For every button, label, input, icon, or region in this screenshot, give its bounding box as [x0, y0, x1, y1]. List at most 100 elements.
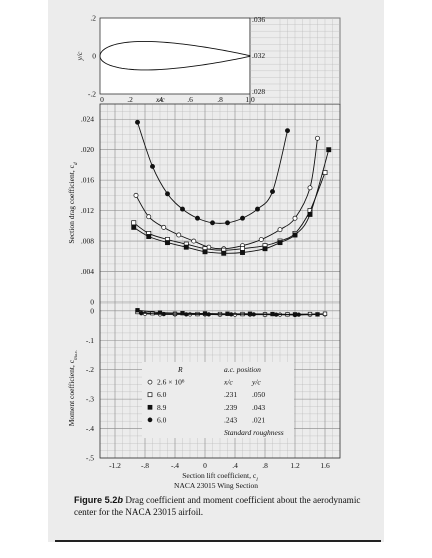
moment-data-point	[206, 312, 211, 317]
airfoil-y-tick-label: -.2	[88, 90, 96, 99]
legend-marker	[147, 379, 153, 385]
x-tick-label: -.4	[171, 461, 179, 470]
x-tick-label: 0	[203, 461, 207, 470]
legend-ac-x: .243	[224, 415, 237, 424]
moment-y-tick-label: -.5	[86, 454, 94, 463]
airfoil-x-tick-label: 1.0	[245, 95, 255, 104]
drag-data-point	[165, 191, 170, 197]
drag-data-point	[262, 246, 268, 252]
moment-data-point	[322, 311, 328, 316]
drag-data-point	[270, 189, 275, 195]
drag-data-point	[326, 147, 332, 153]
drag-series-line	[133, 172, 326, 251]
caption-label: Figure 5.2b	[74, 495, 124, 505]
airfoil-y-tick-label: .2	[90, 14, 96, 23]
drag-data-point	[165, 240, 170, 246]
caption-text: Drag coefficient and moment coefficient …	[74, 495, 361, 517]
moment-data-point	[229, 312, 234, 317]
moment-y-axis-label: Moment coefficient, cma.c.	[67, 350, 79, 427]
airfoil-right-label: .028	[252, 87, 265, 96]
legend-ac-y: .043	[252, 403, 265, 412]
drag-data-point	[135, 119, 140, 125]
x-tick-label: -1.2	[109, 461, 121, 470]
x-tick-label: 1.6	[320, 461, 330, 470]
drag-data-point	[285, 128, 290, 134]
legend-reynolds: 8.9	[157, 403, 167, 412]
chart-subtitle: NACA 23015 Wing Section	[174, 481, 258, 490]
plot-frame	[99, 103, 341, 459]
legend-ac-y: .021	[252, 415, 265, 424]
legend-marker	[147, 404, 153, 410]
moment-data-point	[172, 311, 178, 316]
drag-data-point	[277, 227, 283, 233]
drag-data-point	[202, 249, 208, 255]
legend-col-y: y/c	[251, 378, 261, 387]
legend-reynolds: 6.0	[157, 415, 167, 424]
moment-data-point	[296, 312, 301, 317]
moment-data-point	[247, 311, 253, 316]
drag-data-point	[131, 224, 137, 230]
drag-y-tick-label: .008	[81, 237, 94, 246]
airfoil-x-tick-label: .4	[157, 95, 163, 104]
airfoil-x-tick-label: .6	[187, 95, 193, 104]
airfoil-right-label: .032	[252, 51, 265, 60]
legend-reynolds: 6.0	[157, 390, 167, 399]
drag-y-tick-label: .024	[81, 115, 94, 124]
moment-y-tick-label: -.3	[86, 395, 94, 404]
drag-data-point	[133, 192, 139, 198]
legend-box	[142, 362, 294, 438]
legend-ac-x: .231	[224, 390, 237, 399]
moment-data-point	[251, 312, 256, 317]
drag-data-point	[180, 206, 185, 212]
airfoil-y-tick-label: 0	[92, 52, 96, 61]
moment-data-point	[270, 311, 275, 317]
legend-col-x: x/c	[223, 378, 233, 387]
drag-data-point	[195, 215, 200, 221]
moment-y-tick-label: -.4	[86, 424, 94, 433]
drag-data-point	[240, 250, 245, 255]
moment-data-point	[135, 308, 140, 313]
legend-header-r: R	[177, 365, 183, 374]
drag-data-point	[258, 237, 264, 243]
drag-data-point	[191, 238, 197, 244]
figure-caption: Figure 5.2b Drag coefficient and moment …	[74, 495, 374, 518]
drag-y-axis-label: Section drag coefficient, cd	[67, 162, 79, 244]
x-tick-label: .8	[262, 461, 268, 470]
drag-y-tick-label: .020	[81, 145, 94, 154]
legend-reynolds: 2.6 × 106	[157, 378, 185, 387]
drag-data-point	[176, 232, 182, 238]
drag-data-point	[183, 244, 189, 250]
drag-y-tick-label: .004	[81, 267, 94, 276]
drag-data-point	[240, 215, 245, 221]
drag-series-line	[133, 149, 330, 254]
drag-data-point	[146, 214, 152, 220]
moment-data-point	[184, 312, 189, 317]
airfoil-x-tick-label: 0	[100, 95, 104, 104]
drag-data-point	[307, 211, 313, 217]
airfoil-x-axis-label: x/c	[155, 95, 165, 104]
moment-data-point	[225, 311, 230, 316]
airfoil-outline	[99, 40, 251, 71]
moment-y-tick-label: -.1	[86, 336, 94, 345]
airfoil-right-label: .036	[252, 15, 265, 24]
moment-y-tick-label: -.2	[86, 365, 94, 374]
drag-data-point	[322, 170, 328, 175]
drag-y-tick-label: 0	[90, 298, 94, 307]
drag-data-point	[131, 220, 137, 226]
drag-data-point	[315, 135, 320, 141]
legend-header-ac: a.c. position	[224, 365, 261, 374]
drag-data-point	[277, 240, 283, 246]
x-tick-label: -.8	[141, 461, 149, 470]
moment-data-point	[315, 312, 320, 317]
drag-data-point	[146, 234, 152, 239]
moment-data-point	[139, 311, 144, 316]
moment-data-point	[274, 312, 279, 317]
drag-data-point	[150, 163, 155, 169]
legend-marker	[147, 392, 153, 398]
moment-y-tick-label: 0	[90, 306, 94, 315]
airfoil-x-tick-label: .2	[127, 95, 133, 104]
drag-data-point	[307, 185, 313, 191]
x-tick-label: .4	[232, 461, 238, 470]
